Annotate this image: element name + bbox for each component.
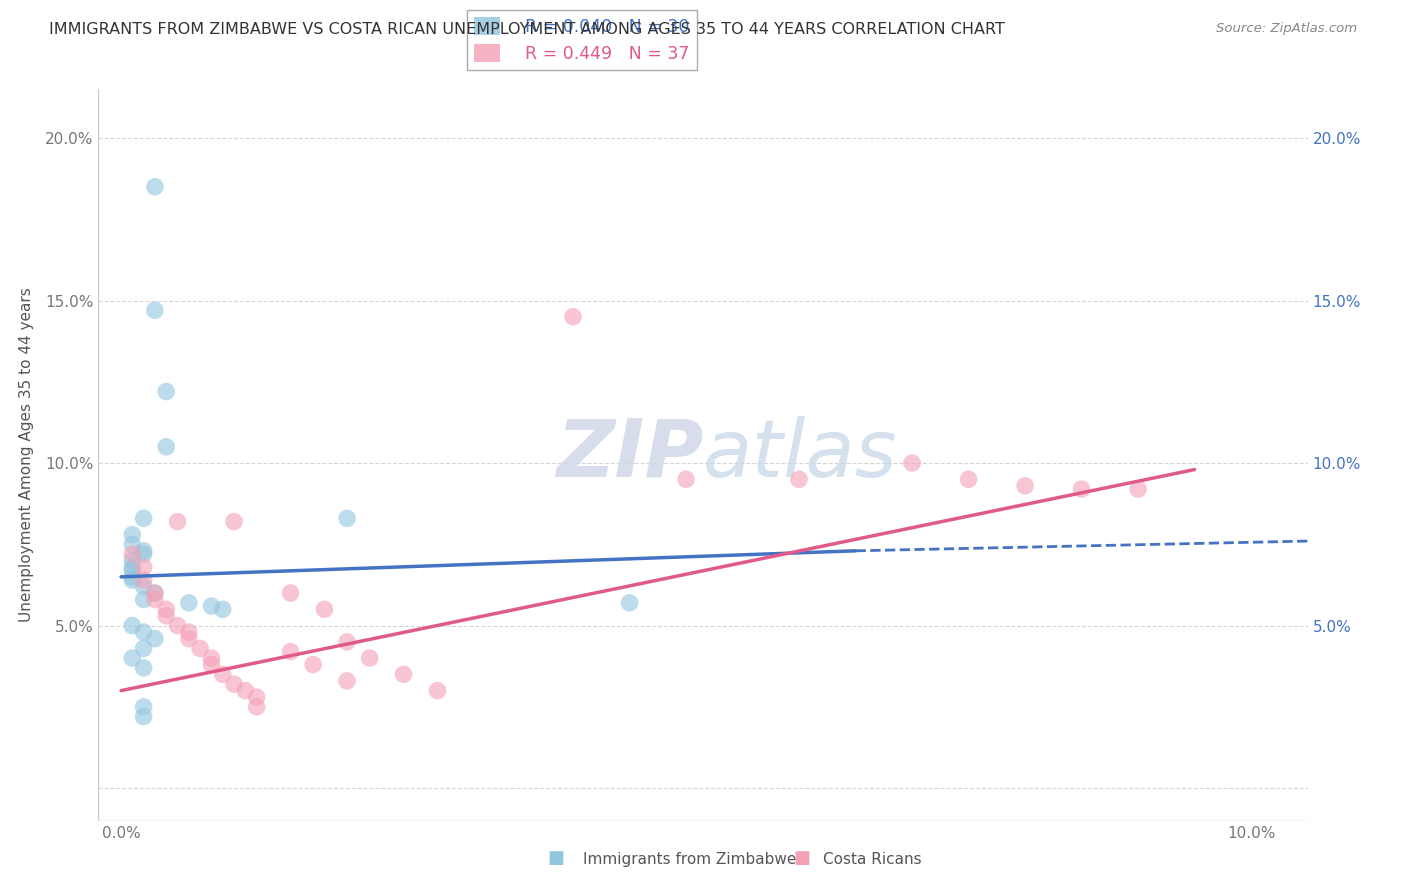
Point — [132, 547, 155, 561]
Point — [132, 699, 155, 714]
Point — [233, 683, 256, 698]
Point — [211, 602, 233, 616]
Point — [675, 472, 697, 486]
Text: IMMIGRANTS FROM ZIMBABWE VS COSTA RICAN UNEMPLOYMENT AMONG AGES 35 TO 44 YEARS C: IMMIGRANTS FROM ZIMBABWE VS COSTA RICAN … — [49, 22, 1005, 37]
Point — [246, 699, 269, 714]
Point — [121, 547, 143, 561]
Point — [121, 553, 143, 567]
Point — [200, 599, 222, 613]
Point — [177, 632, 200, 646]
Point — [314, 602, 336, 616]
Point — [200, 657, 222, 672]
Text: atlas: atlas — [703, 416, 898, 494]
Point — [121, 527, 143, 541]
Point — [359, 651, 381, 665]
Point — [787, 472, 810, 486]
Point — [132, 661, 155, 675]
Point — [280, 644, 302, 658]
Point — [155, 602, 177, 616]
Point — [132, 580, 155, 594]
Text: ■: ■ — [793, 849, 810, 867]
Point — [619, 596, 641, 610]
Point — [121, 573, 143, 587]
Point — [143, 632, 166, 646]
Point — [132, 709, 155, 723]
Point — [1126, 482, 1149, 496]
Point — [121, 651, 143, 665]
Point — [132, 592, 155, 607]
Point — [132, 573, 155, 587]
Point — [280, 586, 302, 600]
Point — [121, 563, 143, 577]
Point — [155, 440, 177, 454]
Text: Source: ZipAtlas.com: Source: ZipAtlas.com — [1216, 22, 1357, 36]
Point — [132, 560, 155, 574]
Point — [200, 651, 222, 665]
Point — [121, 560, 143, 574]
Point — [166, 618, 188, 632]
Text: ZIP: ZIP — [555, 416, 703, 494]
Point — [143, 586, 166, 600]
Point — [132, 625, 155, 640]
Point — [1070, 482, 1092, 496]
Y-axis label: Unemployment Among Ages 35 to 44 years: Unemployment Among Ages 35 to 44 years — [20, 287, 34, 623]
Point — [143, 179, 166, 194]
Point — [336, 673, 359, 688]
Point — [143, 303, 166, 318]
Point — [222, 677, 245, 691]
Point — [957, 472, 980, 486]
Point — [121, 618, 143, 632]
Point — [121, 537, 143, 551]
Text: ■: ■ — [547, 849, 564, 867]
Point — [166, 515, 188, 529]
Point — [132, 544, 155, 558]
Point — [132, 641, 155, 656]
Point — [246, 690, 269, 705]
Point — [177, 596, 200, 610]
Point — [143, 592, 166, 607]
Point — [155, 384, 177, 399]
Point — [143, 586, 166, 600]
Point — [426, 683, 449, 698]
Point — [121, 570, 143, 584]
Point — [336, 511, 359, 525]
Point — [1014, 479, 1036, 493]
Point — [155, 608, 177, 623]
Point — [132, 511, 155, 525]
Legend:   R = 0.040   N = 30,   R = 0.449   N = 37: R = 0.040 N = 30, R = 0.449 N = 37 — [467, 10, 697, 70]
Point — [562, 310, 585, 324]
Text: Costa Ricans: Costa Ricans — [823, 852, 921, 867]
Point — [901, 456, 924, 470]
Point — [177, 625, 200, 640]
Text: Immigrants from Zimbabwe: Immigrants from Zimbabwe — [583, 852, 797, 867]
Point — [392, 667, 415, 681]
Point — [188, 641, 211, 656]
Point — [336, 635, 359, 649]
Point — [211, 667, 233, 681]
Point — [222, 515, 245, 529]
Point — [302, 657, 325, 672]
